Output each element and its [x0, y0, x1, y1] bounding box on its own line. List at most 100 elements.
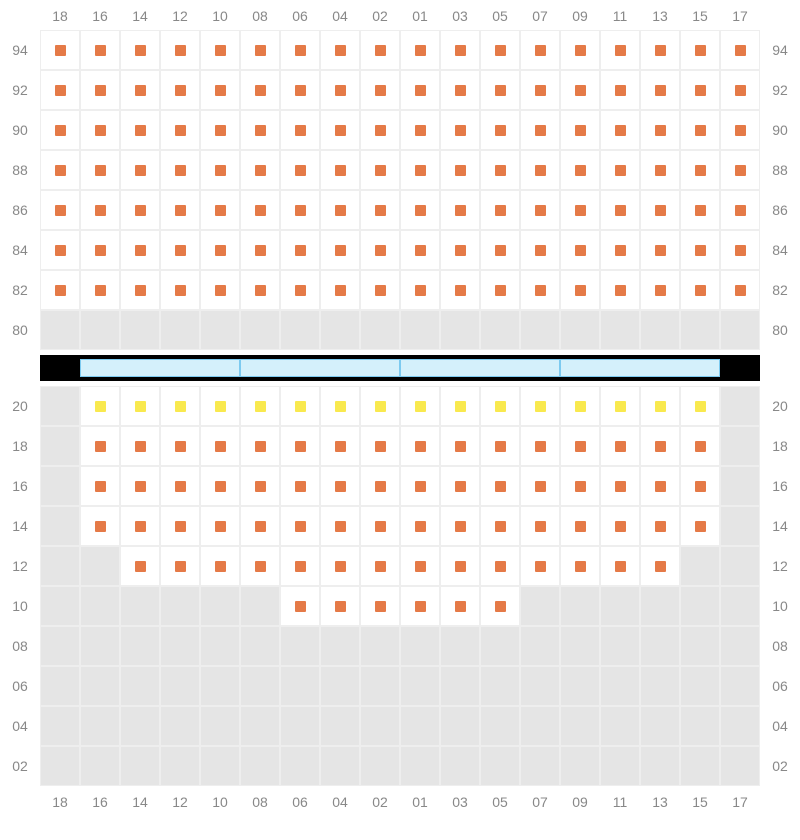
seat-14-06[interactable]	[295, 521, 306, 532]
seat-88-10[interactable]	[215, 165, 226, 176]
seat-84-13[interactable]	[655, 245, 666, 256]
seat-82-18[interactable]	[55, 285, 66, 296]
seat-16-16[interactable]	[95, 481, 106, 492]
seat-20-05[interactable]	[495, 401, 506, 412]
seat-94-09[interactable]	[575, 45, 586, 56]
seat-14-01[interactable]	[415, 521, 426, 532]
seat-86-01[interactable]	[415, 205, 426, 216]
seat-94-04[interactable]	[335, 45, 346, 56]
seat-12-02[interactable]	[375, 561, 386, 572]
seat-16-03[interactable]	[455, 481, 466, 492]
seat-14-15[interactable]	[695, 521, 706, 532]
seat-88-14[interactable]	[135, 165, 146, 176]
seat-86-09[interactable]	[575, 205, 586, 216]
seat-88-13[interactable]	[655, 165, 666, 176]
seat-12-06[interactable]	[295, 561, 306, 572]
seat-82-01[interactable]	[415, 285, 426, 296]
seat-84-14[interactable]	[135, 245, 146, 256]
seat-84-04[interactable]	[335, 245, 346, 256]
seat-12-07[interactable]	[535, 561, 546, 572]
seat-18-02[interactable]	[375, 441, 386, 452]
seat-86-07[interactable]	[535, 205, 546, 216]
seat-82-05[interactable]	[495, 285, 506, 296]
seat-10-02[interactable]	[375, 601, 386, 612]
seat-82-09[interactable]	[575, 285, 586, 296]
seat-12-09[interactable]	[575, 561, 586, 572]
seat-92-09[interactable]	[575, 85, 586, 96]
seat-16-10[interactable]	[215, 481, 226, 492]
seat-94-05[interactable]	[495, 45, 506, 56]
seat-16-12[interactable]	[175, 481, 186, 492]
seat-82-14[interactable]	[135, 285, 146, 296]
seat-86-13[interactable]	[655, 205, 666, 216]
seat-20-02[interactable]	[375, 401, 386, 412]
seat-90-08[interactable]	[255, 125, 266, 136]
seat-90-04[interactable]	[335, 125, 346, 136]
seat-20-10[interactable]	[215, 401, 226, 412]
seat-94-13[interactable]	[655, 45, 666, 56]
seat-82-06[interactable]	[295, 285, 306, 296]
seat-18-07[interactable]	[535, 441, 546, 452]
seat-90-18[interactable]	[55, 125, 66, 136]
seat-16-13[interactable]	[655, 481, 666, 492]
seat-94-06[interactable]	[295, 45, 306, 56]
seat-20-11[interactable]	[615, 401, 626, 412]
seat-12-03[interactable]	[455, 561, 466, 572]
seat-14-02[interactable]	[375, 521, 386, 532]
seat-16-14[interactable]	[135, 481, 146, 492]
seat-94-15[interactable]	[695, 45, 706, 56]
seat-20-14[interactable]	[135, 401, 146, 412]
seat-18-09[interactable]	[575, 441, 586, 452]
seat-20-16[interactable]	[95, 401, 106, 412]
seat-88-17[interactable]	[735, 165, 746, 176]
seat-82-17[interactable]	[735, 285, 746, 296]
seat-82-11[interactable]	[615, 285, 626, 296]
seat-14-09[interactable]	[575, 521, 586, 532]
seat-82-16[interactable]	[95, 285, 106, 296]
seat-84-05[interactable]	[495, 245, 506, 256]
seat-16-02[interactable]	[375, 481, 386, 492]
seat-12-14[interactable]	[135, 561, 146, 572]
seat-90-06[interactable]	[295, 125, 306, 136]
seat-90-09[interactable]	[575, 125, 586, 136]
seat-90-02[interactable]	[375, 125, 386, 136]
seat-92-06[interactable]	[295, 85, 306, 96]
seat-18-06[interactable]	[295, 441, 306, 452]
seat-20-03[interactable]	[455, 401, 466, 412]
seat-82-15[interactable]	[695, 285, 706, 296]
seat-94-01[interactable]	[415, 45, 426, 56]
seat-94-17[interactable]	[735, 45, 746, 56]
seat-90-07[interactable]	[535, 125, 546, 136]
seat-94-02[interactable]	[375, 45, 386, 56]
seat-94-16[interactable]	[95, 45, 106, 56]
seat-88-01[interactable]	[415, 165, 426, 176]
seat-84-08[interactable]	[255, 245, 266, 256]
seat-18-12[interactable]	[175, 441, 186, 452]
seat-94-08[interactable]	[255, 45, 266, 56]
seat-14-07[interactable]	[535, 521, 546, 532]
seat-16-04[interactable]	[335, 481, 346, 492]
seat-88-08[interactable]	[255, 165, 266, 176]
seat-82-07[interactable]	[535, 285, 546, 296]
seat-86-10[interactable]	[215, 205, 226, 216]
seat-82-04[interactable]	[335, 285, 346, 296]
seat-90-14[interactable]	[135, 125, 146, 136]
seat-14-04[interactable]	[335, 521, 346, 532]
seat-92-14[interactable]	[135, 85, 146, 96]
seat-90-17[interactable]	[735, 125, 746, 136]
seat-88-07[interactable]	[535, 165, 546, 176]
seat-84-17[interactable]	[735, 245, 746, 256]
seat-82-12[interactable]	[175, 285, 186, 296]
seat-88-11[interactable]	[615, 165, 626, 176]
seat-82-13[interactable]	[655, 285, 666, 296]
seat-86-08[interactable]	[255, 205, 266, 216]
seat-92-11[interactable]	[615, 85, 626, 96]
seat-90-01[interactable]	[415, 125, 426, 136]
seat-14-10[interactable]	[215, 521, 226, 532]
seat-14-03[interactable]	[455, 521, 466, 532]
seat-16-09[interactable]	[575, 481, 586, 492]
seat-92-18[interactable]	[55, 85, 66, 96]
seat-86-02[interactable]	[375, 205, 386, 216]
seat-82-10[interactable]	[215, 285, 226, 296]
seat-92-17[interactable]	[735, 85, 746, 96]
